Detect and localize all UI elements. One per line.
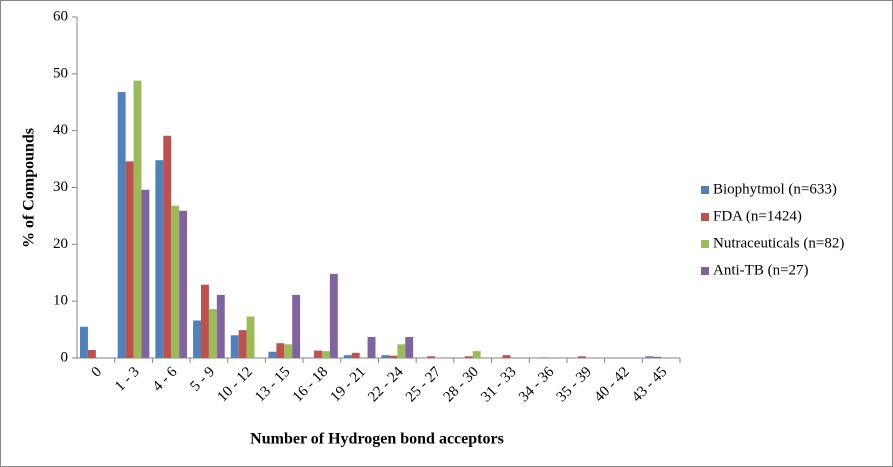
bar [238, 330, 247, 358]
bar [381, 355, 390, 358]
legend-marker [701, 240, 709, 248]
bar [268, 351, 277, 358]
bar [171, 205, 180, 358]
legend-label: Anti-TB (n=27) [713, 262, 809, 278]
bar [284, 344, 293, 358]
y-tick-label: 50 [53, 65, 68, 81]
bar [540, 357, 549, 358]
y-tick-label: 10 [53, 293, 68, 309]
bar [653, 356, 662, 358]
y-tick-label: 40 [53, 122, 68, 138]
bar [329, 273, 338, 358]
bar [208, 309, 217, 358]
bar [464, 356, 473, 358]
bar [405, 336, 414, 358]
bar [577, 356, 586, 358]
y-tick-label: 30 [53, 179, 68, 195]
bar [367, 336, 376, 358]
y-tick-label: 60 [53, 8, 68, 24]
bar [200, 284, 209, 358]
y-tick-label: 20 [53, 236, 68, 252]
bar [472, 351, 481, 358]
bar [246, 316, 255, 358]
bar [87, 350, 96, 358]
bar [193, 320, 201, 358]
x-axis-title: Number of Hydrogen bond acceptors [250, 431, 504, 448]
bar [351, 352, 360, 358]
legend-marker [701, 186, 709, 194]
bar [389, 355, 398, 358]
bar [230, 335, 239, 358]
bar [292, 294, 301, 358]
legend-label: Nutraceuticals (n=82) [713, 235, 844, 251]
legend-marker [701, 213, 709, 221]
bar [276, 343, 285, 358]
bar [321, 351, 330, 358]
bar [502, 355, 511, 358]
bar [80, 326, 88, 358]
bar [645, 356, 654, 358]
legend-marker [701, 267, 709, 275]
bar [141, 189, 150, 358]
bar [216, 294, 225, 358]
bar [179, 210, 188, 358]
bar [397, 344, 406, 358]
bar [163, 135, 172, 358]
legend-label: FDA (n=1424) [713, 208, 802, 224]
bar [125, 161, 134, 358]
bar [427, 356, 436, 358]
y-tick-label: 0 [61, 349, 69, 365]
bar [117, 92, 126, 359]
bar [155, 160, 164, 358]
legend-label: Biophytmol (n=633) [713, 181, 837, 197]
bar [133, 80, 142, 359]
y-axis-title: % of Compounds [21, 128, 38, 248]
bar [314, 350, 322, 358]
bar [343, 355, 352, 358]
